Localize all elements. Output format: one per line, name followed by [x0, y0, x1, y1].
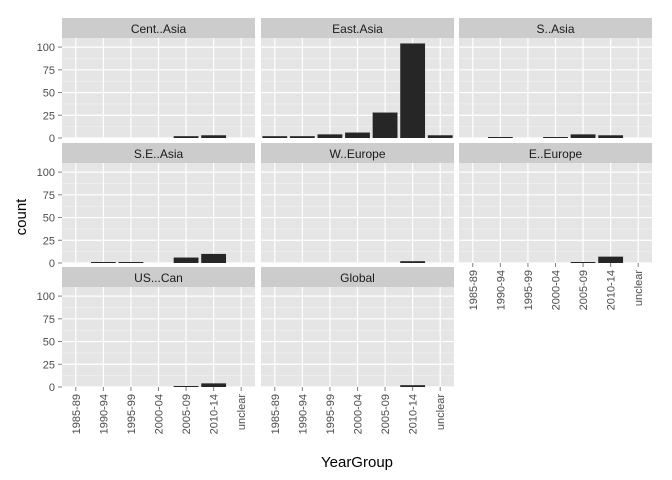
bar	[372, 112, 398, 138]
y-tick-label: 50	[43, 213, 55, 225]
y-tick-label: 0	[49, 133, 55, 145]
bar	[598, 256, 624, 263]
y-tick-label: 50	[43, 337, 55, 349]
bar	[201, 383, 227, 387]
x-tick-label: 2010-14	[408, 394, 420, 434]
x-tick-label: 1985-89	[270, 394, 282, 434]
facet-label: East.Asia	[332, 22, 383, 36]
x-tick-label: 1995-99	[523, 270, 535, 310]
facet-strip	[62, 18, 255, 38]
facet-strip	[62, 143, 255, 163]
y-tick-label: 100	[37, 291, 55, 303]
facet-strip	[459, 143, 652, 163]
bar	[543, 137, 568, 138]
y-tick-label: 75	[43, 65, 55, 77]
facet-panel: S..Asia	[459, 18, 652, 139]
x-tick-label: unclear	[633, 270, 645, 306]
x-tick-label: 2005-09	[181, 394, 193, 434]
facet-panel: W..Europe	[261, 143, 454, 264]
facet-label: S..Asia	[536, 22, 574, 36]
y-axis-title: count	[13, 198, 30, 236]
x-axis-title: YearGroup	[321, 454, 393, 471]
x-tick-label: 1990-94	[297, 394, 309, 434]
bar	[118, 262, 144, 263]
facet-label: E..Europe	[529, 147, 583, 161]
y-tick-label: 25	[43, 359, 55, 371]
x-tick-label: 1985-89	[468, 270, 480, 310]
bar	[173, 386, 199, 387]
facet-strip	[261, 267, 454, 287]
bar	[427, 135, 453, 138]
y-tick-label: 50	[43, 88, 55, 100]
facet-strip	[459, 18, 652, 38]
x-tick-label: 1985-89	[71, 394, 83, 434]
facet-label: S.E..Asia	[134, 147, 184, 161]
y-tick-label: 25	[43, 235, 55, 247]
bar	[173, 257, 199, 263]
facet-panel: Global 1985-89 1990-94 1995-99 2000-04 2005-0…	[261, 267, 454, 434]
bar	[487, 137, 513, 138]
x-tick-label: unclear	[435, 394, 447, 430]
x-tick-label: unclear	[236, 394, 248, 430]
bar	[201, 135, 227, 138]
x-tick-label: 2010-14	[606, 270, 618, 310]
facet-strip	[62, 267, 255, 287]
bar	[173, 136, 199, 138]
bar	[317, 134, 343, 138]
bar	[400, 261, 426, 263]
y-tick-label: 0	[49, 258, 55, 270]
x-tick-label: 1995-99	[126, 394, 138, 434]
facet-label: Global	[340, 271, 375, 285]
bar	[345, 132, 370, 138]
facet-panel: East.Asia	[261, 18, 454, 139]
facet-strip	[261, 18, 454, 38]
facet-panel: Cent..Asia 0 25 50 75 100	[37, 18, 255, 145]
facet-label: US...Can	[134, 271, 183, 285]
bar	[201, 253, 227, 263]
y-tick-label: 100	[37, 167, 55, 179]
facet-label: W..Europe	[329, 147, 385, 161]
x-tick-label: 1990-94	[495, 270, 507, 310]
x-tick-label: 2010-14	[209, 394, 221, 434]
facet-panel: E..Europe 1985-89 1990-94 1995-99 2000-04 200…	[459, 143, 652, 310]
facet-panel: US...Can 0 25 50 75 100 1985-89 1990-94 1995-99 2…	[37, 267, 255, 434]
x-tick-label: 2005-09	[380, 394, 392, 434]
x-tick-label: 1995-99	[325, 394, 337, 434]
facet-strip	[261, 143, 454, 163]
y-tick-label: 75	[43, 190, 55, 202]
bar	[90, 262, 116, 263]
bar	[289, 136, 315, 138]
y-tick-label: 100	[37, 42, 55, 54]
y-tick-label: 0	[49, 382, 55, 394]
bar	[570, 262, 596, 263]
facet-panel: S.E..Asia 0 25 50 75 100	[37, 143, 255, 270]
x-tick-label: 2005-09	[578, 270, 590, 310]
bar	[598, 135, 624, 138]
bar	[400, 385, 426, 387]
facet-label: Cent..Asia	[131, 22, 187, 36]
bar	[400, 43, 426, 138]
x-tick-label: 2000-04	[353, 394, 365, 434]
bar	[262, 136, 288, 138]
y-tick-label: 75	[43, 314, 55, 326]
y-tick-label: 25	[43, 110, 55, 122]
bar	[570, 134, 596, 138]
x-tick-label: 2000-04	[551, 270, 563, 310]
x-tick-label: 1990-94	[98, 394, 110, 434]
x-tick-label: 2000-04	[154, 394, 166, 434]
